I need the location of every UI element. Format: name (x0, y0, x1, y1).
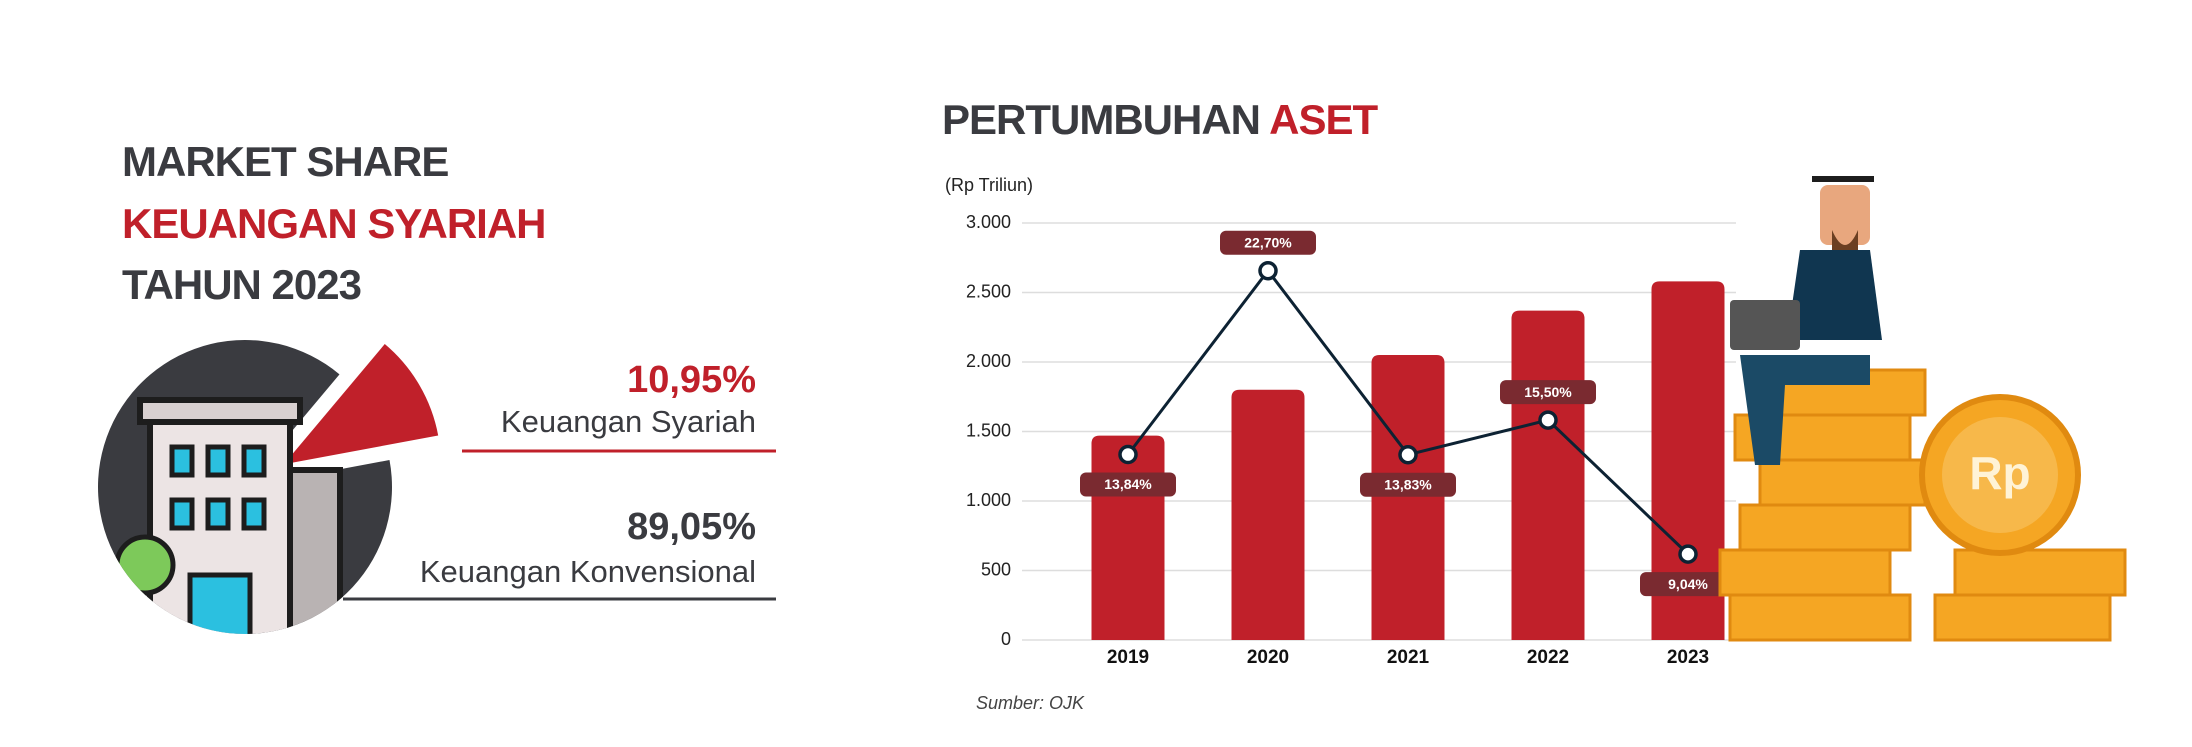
title-line: KEUANGAN SYARIAH (122, 200, 546, 247)
y-tick-label: 2.000 (966, 351, 1011, 371)
line-point (1258, 260, 1278, 281)
bar (1651, 281, 1725, 640)
x-tick-label: 2023 (1667, 647, 1709, 668)
legend-label: Keuangan Syariah (501, 404, 756, 439)
x-tick-label: 2022 (1527, 647, 1569, 668)
svg-text:Rp: Rp (1969, 447, 2030, 499)
pie-slice (283, 344, 439, 465)
data-label: 15,50% (1524, 384, 1572, 400)
title-line: TAHUN 2023 (122, 261, 361, 308)
data-label: 13,83% (1384, 476, 1432, 492)
line-point (1398, 444, 1418, 465)
plot: 0 500 1.000 1.500 2.000 2.500 3.000 2019 2020 202… (966, 212, 1736, 668)
label-box (1220, 230, 1316, 255)
label-box (1500, 380, 1596, 405)
bar (1511, 310, 1585, 640)
label-box (1360, 472, 1456, 497)
decoration: Rp (1718, 176, 2127, 642)
bar (1231, 389, 1305, 640)
title-line: MARKET SHARE (122, 138, 448, 185)
line-point (1538, 410, 1558, 430)
bar (1371, 355, 1445, 640)
y-axis-label: (Rp Triliun) (945, 175, 1033, 195)
y-tick-label: 1.000 (966, 490, 1011, 510)
data-label: 13,84% (1104, 476, 1152, 492)
y-tick-label: 3.000 (966, 212, 1011, 232)
y-tick-label: 500 (981, 559, 1011, 579)
x-tick-label: 2021 (1387, 647, 1430, 668)
y-tick-label: 1.500 (966, 420, 1011, 440)
source: Sumber: OJK (976, 693, 1085, 713)
title-part: PERTUMBUHAN (942, 96, 1260, 143)
data-label: 9,04% (1668, 576, 1708, 592)
x-tick-label: 2019 (1107, 647, 1149, 668)
chart-title: PERTUMBUHAN ASET (942, 96, 1378, 143)
bar (1091, 435, 1165, 640)
legend-label: Keuangan Konvensional (420, 554, 756, 589)
title-part: ASET (1269, 96, 1378, 143)
y-tick-label: 0 (1001, 629, 1011, 649)
data-label: 22,70% (1244, 234, 1292, 250)
x-tick-label: 2020 (1247, 647, 1289, 668)
label-box (1640, 572, 1736, 597)
label-box (1080, 472, 1176, 497)
y-tick-label: 2.500 (966, 281, 1011, 301)
line-point (1678, 544, 1698, 564)
value-label: 10,95% (627, 359, 756, 401)
value-label: 89,05% (627, 506, 756, 548)
line-point (1118, 444, 1138, 465)
